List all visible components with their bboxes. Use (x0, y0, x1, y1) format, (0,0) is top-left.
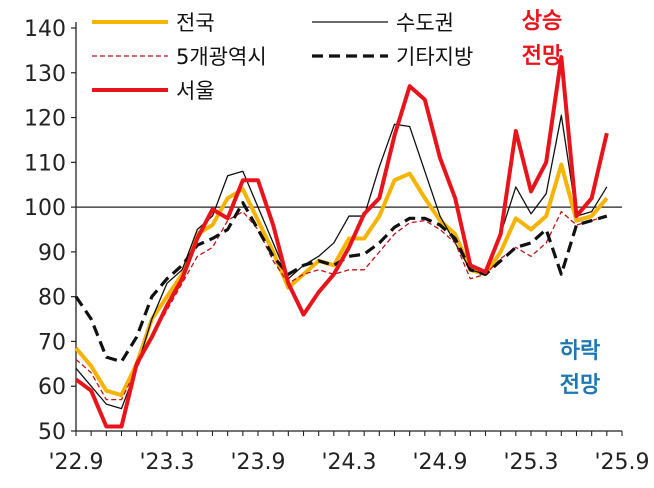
x-tick-label: '23.3 (139, 450, 194, 475)
annotation-up-line2: 전망 (522, 44, 562, 69)
x-tick-label: '24.9 (412, 450, 467, 475)
annotation-down-line2: 전망 (560, 373, 600, 398)
annotation-down-line1: 하락 (560, 339, 600, 364)
y-tick-label: 110 (24, 151, 66, 176)
chart-annotations: 상승 전망 하락 전망 (522, 9, 600, 398)
y-tick-label: 80 (38, 286, 66, 311)
legend-label-0: 전국 (176, 11, 215, 35)
y-tick-label: 100 (24, 196, 66, 221)
annotation-up-line1: 상승 (522, 9, 562, 34)
y-tick-label: 90 (38, 241, 66, 266)
legend-label-1: 수도권 (396, 11, 454, 35)
legend-label-2: 5개광역시 (176, 45, 267, 69)
x-tick-label: '24.3 (321, 450, 376, 475)
series-line-1 (75, 114, 608, 410)
y-tick-label: 140 (24, 17, 66, 42)
x-tick-label: '25.3 (503, 450, 558, 475)
x-tick-label: '22.9 (48, 450, 103, 475)
series-line-0 (74, 162, 609, 398)
y-tick-label: 60 (38, 375, 66, 400)
series-line-4 (74, 55, 609, 429)
chart-axes: 50 60 70 80 90 100 110 120 130 140 '22.9 '23.3 '23.9… (24, 17, 650, 475)
legend-label-3: 기타지방 (396, 45, 473, 69)
x-tick-label: '23.9 (230, 450, 285, 475)
y-tick-label: 120 (24, 107, 66, 132)
y-tick-label: 70 (38, 330, 66, 355)
series-line-2 (75, 210, 608, 401)
y-tick-label: 130 (24, 62, 66, 87)
chart-series (74, 55, 609, 429)
legend-label-4: 서울 (176, 79, 215, 103)
y-tick-label: 50 (38, 420, 66, 445)
x-tick-label: '25.9 (594, 450, 649, 475)
